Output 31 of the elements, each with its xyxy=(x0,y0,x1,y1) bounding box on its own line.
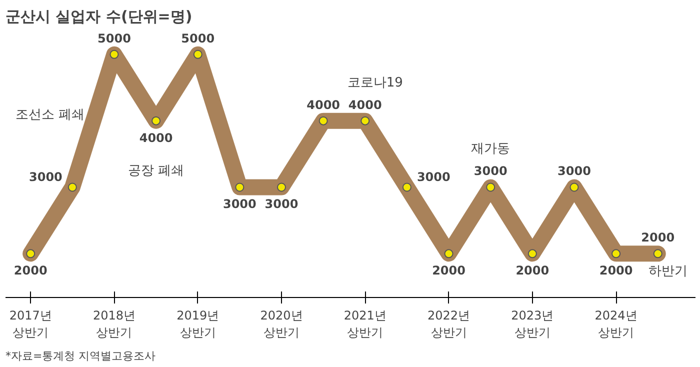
x-tick-label: 2024년 상반기 xyxy=(594,308,638,340)
data-label: 3000 xyxy=(222,197,256,212)
data-label: 3000 xyxy=(29,170,62,184)
data-label: 2000 xyxy=(599,264,633,278)
data-label: 4000 xyxy=(348,98,382,112)
annotation: 코로나19 xyxy=(347,75,403,90)
x-tick-label: 2018년 상반기 xyxy=(92,308,136,340)
data-label: 2000 xyxy=(432,264,466,278)
data-label: 4000 xyxy=(306,98,340,112)
annotation: 조선소 폐쇄 xyxy=(15,108,84,123)
data-label: 2000 xyxy=(641,230,675,245)
x-tick-label: 2021년 상반기 xyxy=(344,308,386,340)
data-label: 3000 xyxy=(416,170,450,184)
x-tick-label: 2020년 상반기 xyxy=(260,308,303,340)
data-label: 5000 xyxy=(181,31,215,46)
x-tick-label: 2017년 상반기 xyxy=(9,308,52,340)
data-label: 3000 xyxy=(558,164,591,178)
text: 하반기 xyxy=(648,264,688,280)
data-label: 2000 xyxy=(516,264,550,278)
data-label: 3000 xyxy=(474,164,508,178)
text: *자료=통계청 지역별고용조사 xyxy=(6,350,156,362)
data-label: 5000 xyxy=(98,31,131,46)
annotation: 재가동 xyxy=(471,142,510,157)
chart-title: 군산시 실업자 수(단위=명) xyxy=(6,8,192,26)
x-tick-label: 2022년 상반기 xyxy=(428,308,470,340)
x-tick-label: 2019년 상반기 xyxy=(176,308,220,340)
data-label: 3000 xyxy=(264,197,298,212)
data-label: 4000 xyxy=(139,130,173,145)
x-tick-label: 2023년 상반기 xyxy=(511,308,554,340)
annotation: 공장 폐쇄 xyxy=(128,163,184,178)
data-label: 2000 xyxy=(14,264,48,278)
